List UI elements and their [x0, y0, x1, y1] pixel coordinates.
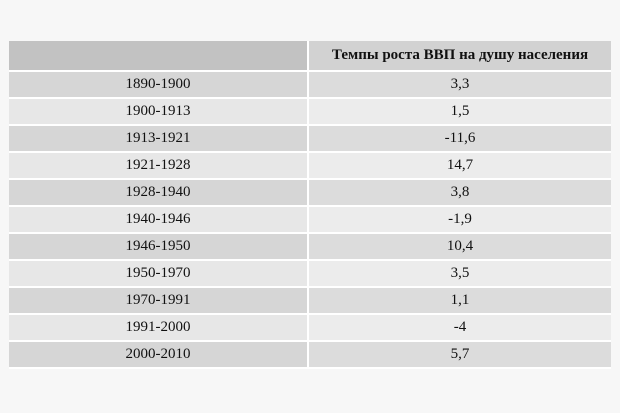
period-cell: 1921-1928 — [9, 152, 309, 180]
table-row: 1900-1913 1,5 — [9, 98, 611, 126]
period-cell: 1913-1921 — [9, 125, 309, 153]
period-cell: 1991-2000 — [9, 314, 309, 342]
growth-value-cell: -4 — [308, 314, 611, 342]
table-row: 1950-1970 3,5 — [9, 260, 611, 288]
table-body: 1890-1900 3,3 1900-1913 1,5 1913-1921 -1… — [9, 71, 611, 369]
table-row: 1940-1946 -1,9 — [9, 206, 611, 234]
table-row: 2000-2010 5,7 — [9, 341, 611, 369]
growth-value-cell: 3,5 — [308, 260, 611, 288]
table-row: 1913-1921 -11,6 — [9, 125, 611, 153]
growth-value-cell: 10,4 — [308, 233, 611, 261]
gdp-growth-table: Темпы роста ВВП на душу населения 1890-1… — [9, 41, 611, 369]
table-row: 1970-1991 1,1 — [9, 287, 611, 315]
table-row: 1921-1928 14,7 — [9, 152, 611, 180]
period-cell: 1946-1950 — [9, 233, 309, 261]
growth-value-cell: 14,7 — [308, 152, 611, 180]
table-row: 1946-1950 10,4 — [9, 233, 611, 261]
period-cell: 1950-1970 — [9, 260, 309, 288]
period-cell: 1900-1913 — [9, 98, 309, 126]
period-cell: 1970-1991 — [9, 287, 309, 315]
growth-value-cell: 3,8 — [308, 179, 611, 207]
table-row: 1890-1900 3,3 — [9, 71, 611, 99]
growth-value-cell: -11,6 — [308, 125, 611, 153]
period-cell: 2000-2010 — [9, 341, 309, 369]
table-row: 1928-1940 3,8 — [9, 179, 611, 207]
table-row: 1991-2000 -4 — [9, 314, 611, 342]
growth-value-cell: 3,3 — [308, 71, 611, 99]
growth-value-cell: 1,1 — [308, 287, 611, 315]
growth-value-cell: -1,9 — [308, 206, 611, 234]
period-cell: 1890-1900 — [9, 71, 309, 99]
table-header-row: Темпы роста ВВП на душу населения — [9, 41, 611, 72]
gdp-growth-table-container: Темпы роста ВВП на душу населения 1890-1… — [9, 41, 611, 369]
growth-value-cell: 1,5 — [308, 98, 611, 126]
period-cell: 1928-1940 — [9, 179, 309, 207]
gdp-growth-column-header: Темпы роста ВВП на душу населения — [308, 41, 611, 72]
period-cell: 1940-1946 — [9, 206, 309, 234]
period-column-header — [9, 41, 309, 72]
growth-value-cell: 5,7 — [308, 341, 611, 369]
